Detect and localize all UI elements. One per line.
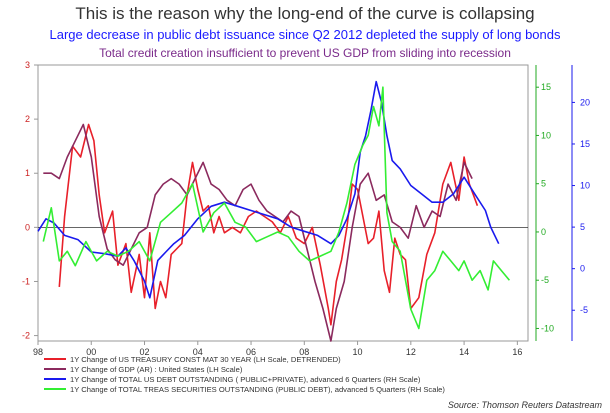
- x-axis-tick-label: 04: [193, 347, 203, 357]
- blue-axis-tick-label: 10: [580, 181, 590, 191]
- x-axis-tick-label: 10: [353, 347, 363, 357]
- x-axis-tick-label: 14: [459, 347, 469, 357]
- legend-item-treasury-30y: 1Y Change of US TREASURY CONST MAT 30 YE…: [44, 355, 445, 365]
- chart-subtitle-credit: Total credit creation insufficient to pr…: [99, 46, 511, 60]
- legend-swatch-purple: [44, 368, 66, 370]
- x-axis-tick-label: 12: [406, 347, 416, 357]
- left-axis-tick-label: 3: [25, 60, 30, 70]
- blue-axis-tick-label: -5: [580, 305, 588, 315]
- green-axis-tick-label: 10: [541, 130, 551, 140]
- blue-axis-tick-label: 20: [580, 97, 590, 107]
- green-axis-tick-label: -10: [541, 323, 554, 333]
- legend-item-treasury-securities: 1Y Change of TOTAL TREAS SECURITIES OUTS…: [44, 385, 445, 395]
- x-axis-tick-label: 08: [299, 347, 309, 357]
- legend-item-total-debt: 1Y Change of TOTAL US DEBT OUTSTANDING (…: [44, 375, 445, 385]
- blue-axis-tick-label: 0: [580, 264, 585, 274]
- green-axis-tick-label: 5: [541, 179, 546, 189]
- series-line-gdp: [43, 123, 473, 342]
- left-axis-tick-label: 2: [25, 114, 30, 124]
- green-axis-tick-label: 0: [541, 227, 546, 237]
- legend-swatch-green: [44, 388, 66, 390]
- chart-title: This is the reason why the long-end of t…: [75, 4, 535, 23]
- legend-label: 1Y Change of TOTAL US DEBT OUTSTANDING (…: [70, 375, 421, 384]
- series-line-treasury-securities: [42, 86, 511, 330]
- x-axis-tick-label: 98: [33, 347, 43, 357]
- x-axis-tick-label: 16: [512, 347, 522, 357]
- legend-label: 1Y Change of GDP (AR) : United States (L…: [70, 365, 243, 374]
- x-axis-tick-label: 00: [86, 347, 96, 357]
- legend-label: 1Y Change of TOTAL TREAS SECURITIES OUTS…: [70, 385, 445, 394]
- left-axis-tick-label: 0: [25, 222, 30, 232]
- green-axis-tick-label: 15: [541, 82, 551, 92]
- legend-swatch-red: [44, 358, 66, 360]
- chart-legend: 1Y Change of US TREASURY CONST MAT 30 YE…: [44, 355, 445, 395]
- legend-item-gdp: 1Y Change of GDP (AR) : United States (L…: [44, 365, 445, 375]
- left-axis-tick-label: -1: [22, 276, 30, 286]
- x-axis-tick-label: 06: [246, 347, 256, 357]
- blue-axis-tick-label: 5: [580, 222, 585, 232]
- legend-label: 1Y Change of US TREASURY CONST MAT 30 YE…: [70, 355, 341, 364]
- legend-swatch-blue: [44, 378, 66, 380]
- green-axis-tick-label: -5: [541, 275, 549, 285]
- blue-axis-tick-label: 15: [580, 139, 590, 149]
- left-axis-tick-label: 1: [25, 168, 30, 178]
- chart-subtitle-debt: Large decrease in public debt issuance s…: [49, 27, 561, 42]
- x-axis-tick-label: 02: [140, 347, 150, 357]
- source-note: Source: Thomson Reuters Datastream: [447, 400, 602, 410]
- plot-frame: [37, 64, 529, 342]
- left-axis-tick-label: -2: [22, 331, 30, 341]
- series-line-total-debt: [37, 80, 500, 299]
